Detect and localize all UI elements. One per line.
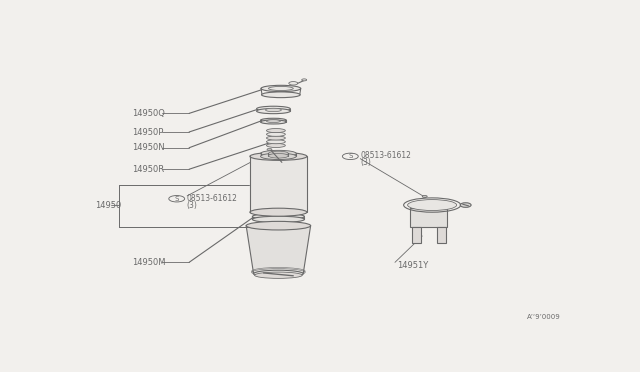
Ellipse shape (261, 85, 301, 92)
Bar (437, 227, 446, 243)
Ellipse shape (255, 272, 302, 278)
Ellipse shape (260, 120, 286, 124)
Ellipse shape (266, 129, 285, 132)
Ellipse shape (253, 270, 303, 278)
Ellipse shape (269, 86, 293, 90)
Text: 14951Y: 14951Y (397, 261, 429, 270)
Ellipse shape (246, 221, 310, 230)
Text: 14950: 14950 (95, 201, 121, 209)
Ellipse shape (266, 132, 285, 136)
Text: 14950R: 14950R (132, 165, 164, 174)
Ellipse shape (460, 203, 471, 207)
Ellipse shape (252, 216, 305, 222)
Ellipse shape (289, 81, 298, 85)
Ellipse shape (250, 208, 307, 216)
Ellipse shape (252, 214, 305, 219)
Text: S: S (175, 196, 179, 202)
Ellipse shape (301, 79, 307, 81)
Text: (3): (3) (187, 201, 198, 209)
Bar (410, 208, 447, 227)
Ellipse shape (260, 153, 296, 160)
Text: 14950N: 14950N (132, 143, 164, 152)
Text: A’‘9’0009: A’‘9’0009 (527, 314, 561, 320)
Ellipse shape (269, 151, 288, 156)
Text: 14950Q: 14950Q (132, 109, 165, 118)
Ellipse shape (269, 154, 288, 158)
Text: 14950M: 14950M (132, 258, 166, 267)
Text: 08513-61612: 08513-61612 (360, 151, 411, 160)
Polygon shape (250, 156, 307, 212)
Ellipse shape (266, 136, 285, 140)
Text: (3): (3) (360, 158, 371, 167)
Ellipse shape (257, 106, 291, 111)
Ellipse shape (262, 92, 300, 97)
Ellipse shape (266, 144, 285, 147)
Ellipse shape (422, 195, 428, 198)
Ellipse shape (260, 118, 286, 122)
Ellipse shape (260, 150, 296, 157)
Ellipse shape (267, 148, 272, 151)
Ellipse shape (266, 108, 282, 112)
Ellipse shape (408, 200, 457, 211)
Text: 14950P: 14950P (132, 128, 163, 137)
Ellipse shape (257, 109, 291, 114)
Text: 08513-61612: 08513-61612 (187, 194, 237, 203)
Ellipse shape (250, 153, 307, 160)
Ellipse shape (266, 120, 280, 122)
Polygon shape (246, 226, 310, 274)
Ellipse shape (266, 140, 285, 144)
Text: S: S (348, 153, 353, 159)
Bar (412, 227, 421, 243)
